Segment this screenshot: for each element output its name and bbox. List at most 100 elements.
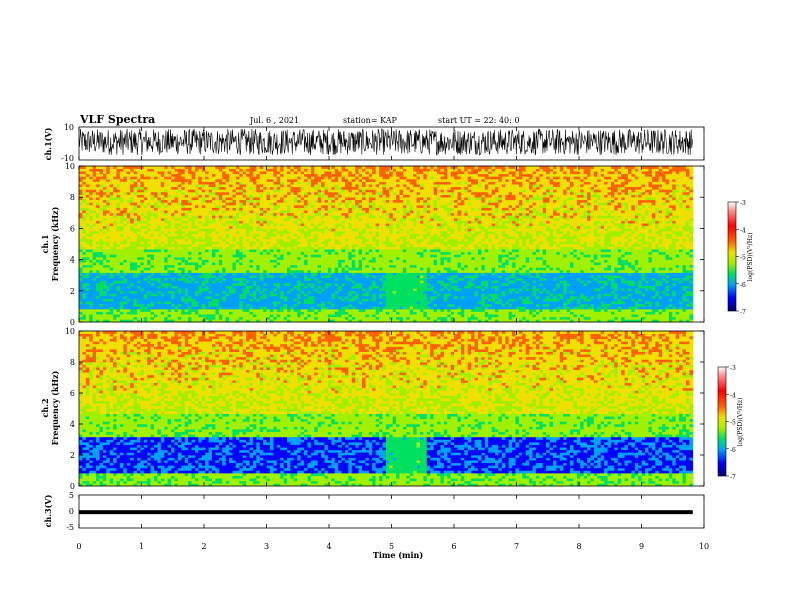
spectrogram-cell (341, 207, 346, 211)
spectrogram-cell (133, 189, 138, 193)
spectrogram-cell (164, 220, 168, 224)
spectrogram-cell (181, 202, 185, 206)
spectrogram-cell (119, 270, 124, 273)
spectrogram-cell (225, 171, 230, 175)
spectrogram-cell (300, 233, 305, 237)
spectrogram-cell (150, 176, 155, 180)
spectrogram-cell (246, 311, 250, 315)
spectrogram-cell (201, 210, 206, 214)
spectrogram-cell (116, 205, 121, 208)
spectrogram-cell (150, 254, 155, 258)
spectrogram-cell (273, 259, 278, 263)
spectrogram-cell (184, 293, 189, 297)
spectrogram-cell (276, 290, 281, 294)
spectrogram-cell (82, 316, 87, 320)
spectrogram-cell (113, 233, 117, 237)
spectrogram-cell (344, 293, 349, 297)
spectrogram-cell (96, 290, 100, 294)
spectrogram-cell (331, 272, 336, 276)
spectrogram-cell (82, 236, 87, 240)
spectrogram-cell (266, 246, 271, 250)
spectrogram-cell (85, 205, 90, 208)
spectrogram-cell (147, 301, 151, 305)
spectrogram-cell (147, 186, 151, 190)
spectrogram-cell (119, 277, 124, 281)
spectrogram-cell (154, 231, 158, 234)
spectrogram-cell (164, 272, 168, 276)
spectrogram-cell (304, 249, 308, 253)
spectrogram-cell (259, 290, 264, 294)
spectrogram-cell (160, 259, 165, 263)
spectrogram-cell (218, 288, 223, 292)
spectrogram-cell (273, 236, 278, 240)
spectrogram-cell (143, 205, 148, 208)
spectrogram-cell (201, 192, 206, 195)
spectrogram-cell (344, 197, 349, 201)
spectrogram-cell (304, 215, 308, 219)
spectrogram-cell (276, 311, 281, 315)
spectrogram-cell (218, 189, 223, 193)
spectrogram-cell (150, 311, 155, 315)
spectrogram-cell (171, 179, 175, 182)
spectrogram-cell (225, 173, 230, 177)
spectrogram-cell (310, 267, 315, 271)
spectrogram-cell (123, 176, 128, 180)
spectrogram-cell (246, 173, 250, 177)
spectrogram-cell (208, 277, 213, 281)
spectrogram-cell (123, 212, 128, 216)
spectrogram-cell (218, 296, 223, 299)
spectrogram-cell (140, 283, 145, 286)
spectrogram-cell (249, 319, 254, 323)
spectrogram-cell (140, 225, 145, 229)
spectrogram-cell (150, 215, 155, 219)
spectrogram-cell (293, 223, 298, 227)
spectrogram-cell (126, 275, 131, 279)
spectrogram-cell (79, 241, 83, 245)
spectrogram-cell (276, 285, 281, 289)
spectrogram-cell (355, 254, 359, 258)
spectrogram-cell (119, 210, 124, 214)
spectrogram-cell (174, 296, 179, 299)
spectrogram-cell (208, 215, 213, 219)
spectrogram-cell (273, 197, 278, 201)
spectrogram-cell (208, 262, 213, 266)
spectrogram-cell (92, 233, 97, 237)
spectrogram-cell (252, 194, 257, 198)
spectrogram-cell (344, 218, 349, 221)
spectrogram-cell (211, 303, 216, 307)
spectrogram-cell (205, 262, 209, 266)
spectrogram-cell (201, 228, 206, 232)
spectrogram-cell (174, 264, 179, 268)
spectrogram-cell (157, 267, 162, 271)
spectrogram-cell (99, 223, 104, 227)
spectrogram-cell (307, 251, 312, 255)
spectrogram-cell (235, 179, 240, 182)
spectrogram-cell (327, 280, 332, 284)
spectrogram-cell (126, 246, 131, 250)
spectrogram-cell (249, 215, 254, 219)
spectrogram-cell (263, 210, 267, 214)
spectrogram-cell (276, 254, 281, 258)
spectrogram-cell (154, 233, 158, 237)
spectrogram-cell (79, 236, 83, 240)
spectrogram-cell (290, 254, 295, 258)
spectrogram-cell (338, 267, 342, 271)
spectrogram-cell (297, 207, 301, 211)
spectrogram-cell (106, 249, 110, 253)
spectrogram-cell (242, 236, 247, 240)
spectrogram-cell (133, 231, 138, 234)
spectrogram-cell (334, 205, 339, 208)
spectrogram-cell (310, 244, 315, 247)
spectrogram-cell (290, 244, 295, 247)
spectrogram-cell (246, 316, 250, 320)
spectrogram-cell (317, 189, 322, 193)
spectrogram-cell (171, 189, 175, 193)
spectrogram-cell (154, 254, 158, 258)
spectrogram-cell (215, 309, 220, 312)
spectrogram-cell (358, 168, 363, 172)
spectrogram-cell (229, 244, 233, 247)
spectrogram-cell (89, 267, 93, 271)
spectrogram-cell (225, 275, 230, 279)
spectrogram-cell (123, 181, 128, 185)
spectrogram-cell (140, 319, 145, 323)
